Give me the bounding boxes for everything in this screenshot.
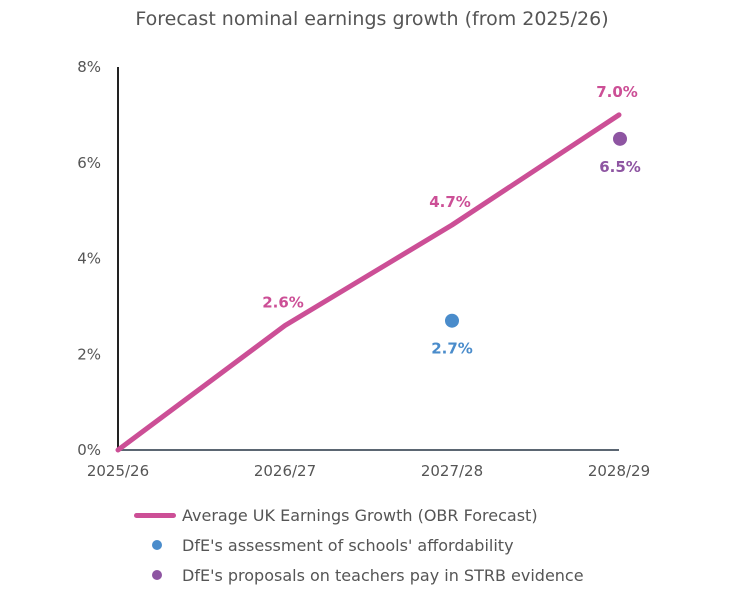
chart-marks: 2.6% 4.7% 7.0% 2.7% 6.5% bbox=[115, 83, 641, 453]
data-label: 2.7% bbox=[431, 340, 473, 358]
x-tick-label: 2028/29 bbox=[588, 462, 650, 480]
data-label: 2.6% bbox=[262, 294, 304, 312]
data-point bbox=[613, 131, 627, 146]
legend-item-obr: Average UK Earnings Growth (OBR Forecast… bbox=[134, 500, 584, 530]
x-tick-label: 2026/27 bbox=[254, 462, 316, 480]
legend-dot-swatch bbox=[152, 540, 162, 550]
legend-label: Average UK Earnings Growth (OBR Forecast… bbox=[182, 505, 538, 525]
y-tick-label: 6% bbox=[77, 154, 101, 172]
earnings-growth-line bbox=[115, 112, 622, 453]
data-label: 6.5% bbox=[599, 158, 641, 176]
x-tick-label: 2025/26 bbox=[87, 462, 149, 480]
legend-label: DfE's proposals on teachers pay in STRB … bbox=[182, 565, 584, 585]
legend-line-swatch bbox=[134, 512, 176, 518]
legend-dot-swatch bbox=[152, 570, 162, 580]
chart-title: Forecast nominal earnings growth (from 2… bbox=[135, 8, 608, 30]
data-label: 7.0% bbox=[596, 83, 638, 101]
data-point bbox=[445, 313, 459, 328]
y-tick-label: 0% bbox=[77, 441, 101, 459]
legend-item-affordability: DfE's assessment of schools' affordabili… bbox=[134, 530, 584, 560]
axes: 0% 2% 4% 6% 8% 2025/26 2026/27 2027/28 2028/29 bbox=[77, 58, 650, 480]
legend-item-strb: DfE's proposals on teachers pay in STRB … bbox=[134, 560, 584, 590]
data-label: 4.7% bbox=[429, 193, 471, 211]
y-tick-label: 8% bbox=[77, 58, 101, 76]
y-tick-label: 4% bbox=[77, 250, 101, 268]
x-tick-label: 2027/28 bbox=[421, 462, 483, 480]
y-tick-label: 2% bbox=[77, 345, 101, 363]
legend-label: DfE's assessment of schools' affordabili… bbox=[182, 535, 514, 555]
legend: Average UK Earnings Growth (OBR Forecast… bbox=[134, 500, 584, 590]
